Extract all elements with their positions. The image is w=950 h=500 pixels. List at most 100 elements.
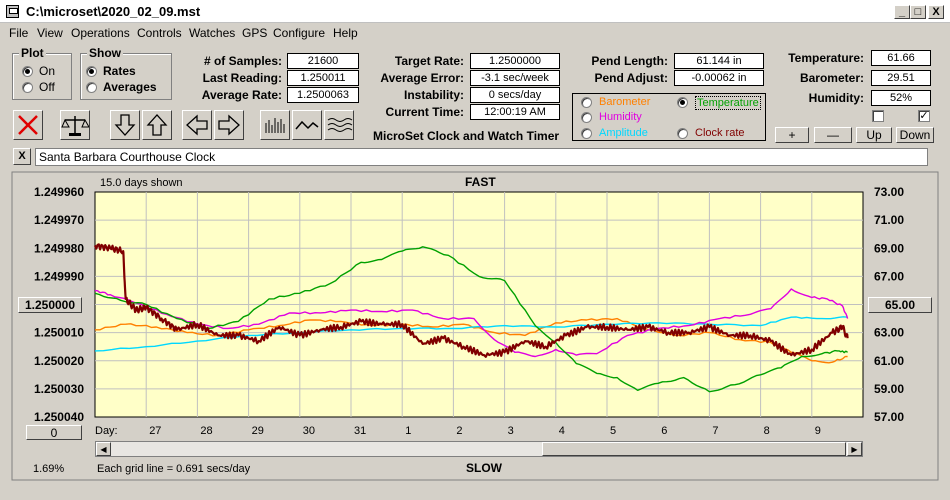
last-reading-field: 1.250011 [287,70,359,86]
wave-icon [327,118,353,132]
window-title: C:\microset\2020_02_09.mst [26,4,201,19]
menu-controls[interactable]: Controls [137,26,182,40]
instability-label: Instability: [403,88,464,102]
series-group [93,243,849,393]
stop-button[interactable] [13,110,43,140]
down-button[interactable]: Down [896,127,934,143]
stop-x-icon [18,115,38,135]
day-tick-label: 2 [456,425,462,437]
line-view-button[interactable] [292,110,322,140]
menu-operations[interactable]: Operations [71,26,130,40]
arrow-right-button[interactable] [214,110,244,140]
horizontal-scrollbar[interactable]: ◀ ▶ [95,441,863,457]
left-tick-label: 1.249970 [34,213,84,227]
percent-text: 1.69% [33,463,64,475]
left-tick-label: 1.249980 [34,241,84,255]
menu-configure[interactable]: Configure [273,26,326,40]
days-shown-text: 15.0 days shown [100,177,183,189]
current-time-label: Current Time: [385,105,464,119]
average-rate-field: 1.2500063 [287,87,359,103]
plot-group: Plot On Off [12,46,72,100]
line-graph-icon [295,120,319,130]
clock-name-input[interactable]: Santa Barbara Courthouse Clock [35,148,928,166]
menu-view[interactable]: View [37,26,63,40]
checkbox-left[interactable] [872,110,884,122]
title-bar: C:\microset\2020_02_09.mst _ □ X [0,0,950,23]
sensor-amplitude-radio[interactable] [581,128,592,139]
sensor-barometer-radio[interactable] [581,97,592,108]
left-center-button[interactable]: 1.250000 [18,297,82,313]
scroll-left-arrow-icon[interactable]: ◀ [96,442,111,456]
plot-on-radio[interactable] [22,66,33,77]
right-tick-label: 59.00 [874,382,904,396]
clock-clear-button[interactable]: X [13,148,31,165]
right-center-button[interactable]: 65.00 [868,297,932,313]
wave-view-button[interactable] [324,110,354,140]
sensor-barometer-label: Barometer [599,96,651,108]
arrow-down-button[interactable] [110,110,140,140]
day-tick-label: 6 [661,425,667,437]
rate-chart: 15.0 days shown FAST SLOW 1.2499601.2499… [11,171,939,481]
sensor-clockrate-radio[interactable] [677,128,688,139]
left-axis: 1.249960 1.249970 1.249980 1.249990 1.250010… [34,185,84,424]
day-tick-label: 4 [559,425,565,437]
show-group-title: Show [87,46,123,60]
pend-adjust-field: -0.00062 in [674,70,764,86]
arrow-left-button[interactable] [182,110,212,140]
left-tick-label: 1.249990 [34,269,84,283]
scroll-thumb[interactable] [542,442,846,456]
right-tick-label: 63.00 [874,326,904,340]
balance-button[interactable] [60,110,90,140]
plus-button[interactable]: + [775,127,809,143]
up-button[interactable]: Up [856,127,892,143]
menu-file[interactable]: File [9,26,29,40]
day-tick-label: 27 [149,425,161,437]
zero-button[interactable]: 0 [26,425,82,440]
day-tick-label: 9 [815,425,821,437]
arrow-down-icon [114,114,136,136]
left-tick-label: 1.250020 [34,354,84,368]
right-tick-label: 61.00 [874,354,904,368]
day-tick-label: 3 [508,425,514,437]
current-time-field: 12:00:19 AM [470,104,560,120]
minus-button[interactable]: — [814,127,852,143]
minimize-button[interactable]: _ [894,5,910,19]
bars-icon [265,118,285,133]
bar-view-button[interactable] [260,110,290,140]
right-tick-label: 73.00 [874,185,904,199]
plot-group-title: Plot [19,46,46,60]
humidity-field: 52% [871,90,931,106]
menu-gps[interactable]: GPS [242,26,268,40]
app-icon [6,5,19,18]
day-tick-label: 1 [405,425,411,437]
right-tick-label: 69.00 [874,241,904,255]
plot-off-radio[interactable] [22,82,33,93]
show-rates-radio[interactable] [86,66,97,77]
sensor-humidity-radio[interactable] [581,112,592,123]
grid-note: Each grid line = 0.691 secs/day [97,463,251,475]
sensor-temperature-label: Temperature [695,96,761,110]
average-rate-label: Average Rate: [201,88,282,102]
samples-field: 21600 [287,53,359,69]
pend-length-label: Pend Length: [591,54,668,68]
day-tick-label: 28 [200,425,212,437]
sensor-temperature-radio[interactable] [677,97,688,108]
series-humidity [94,288,849,358]
scroll-right-arrow-icon[interactable]: ▶ [847,442,862,456]
show-averages-label: Averages [103,80,157,94]
show-group: Show Rates Averages [80,46,172,100]
menu-watches[interactable]: Watches [189,26,236,40]
sensor-selector: Barometer Temperature Humidity Amplitude… [572,93,766,141]
checkbox-right[interactable]: ✓ [918,110,930,122]
day-tick-label: 30 [303,425,315,437]
close-button[interactable]: X [928,5,944,19]
menu-help[interactable]: Help [333,26,358,40]
menu-bar: File View Operations Controls Watches GP… [0,23,950,42]
arrow-up-button[interactable] [142,110,172,140]
last-reading-label: Last Reading: [202,71,282,85]
day-axis-label: Day: [95,425,118,437]
maximize-button[interactable]: □ [910,5,926,19]
show-averages-radio[interactable] [86,82,97,93]
sensor-humidity-label: Humidity [599,111,642,123]
slow-label: SLOW [466,461,503,475]
